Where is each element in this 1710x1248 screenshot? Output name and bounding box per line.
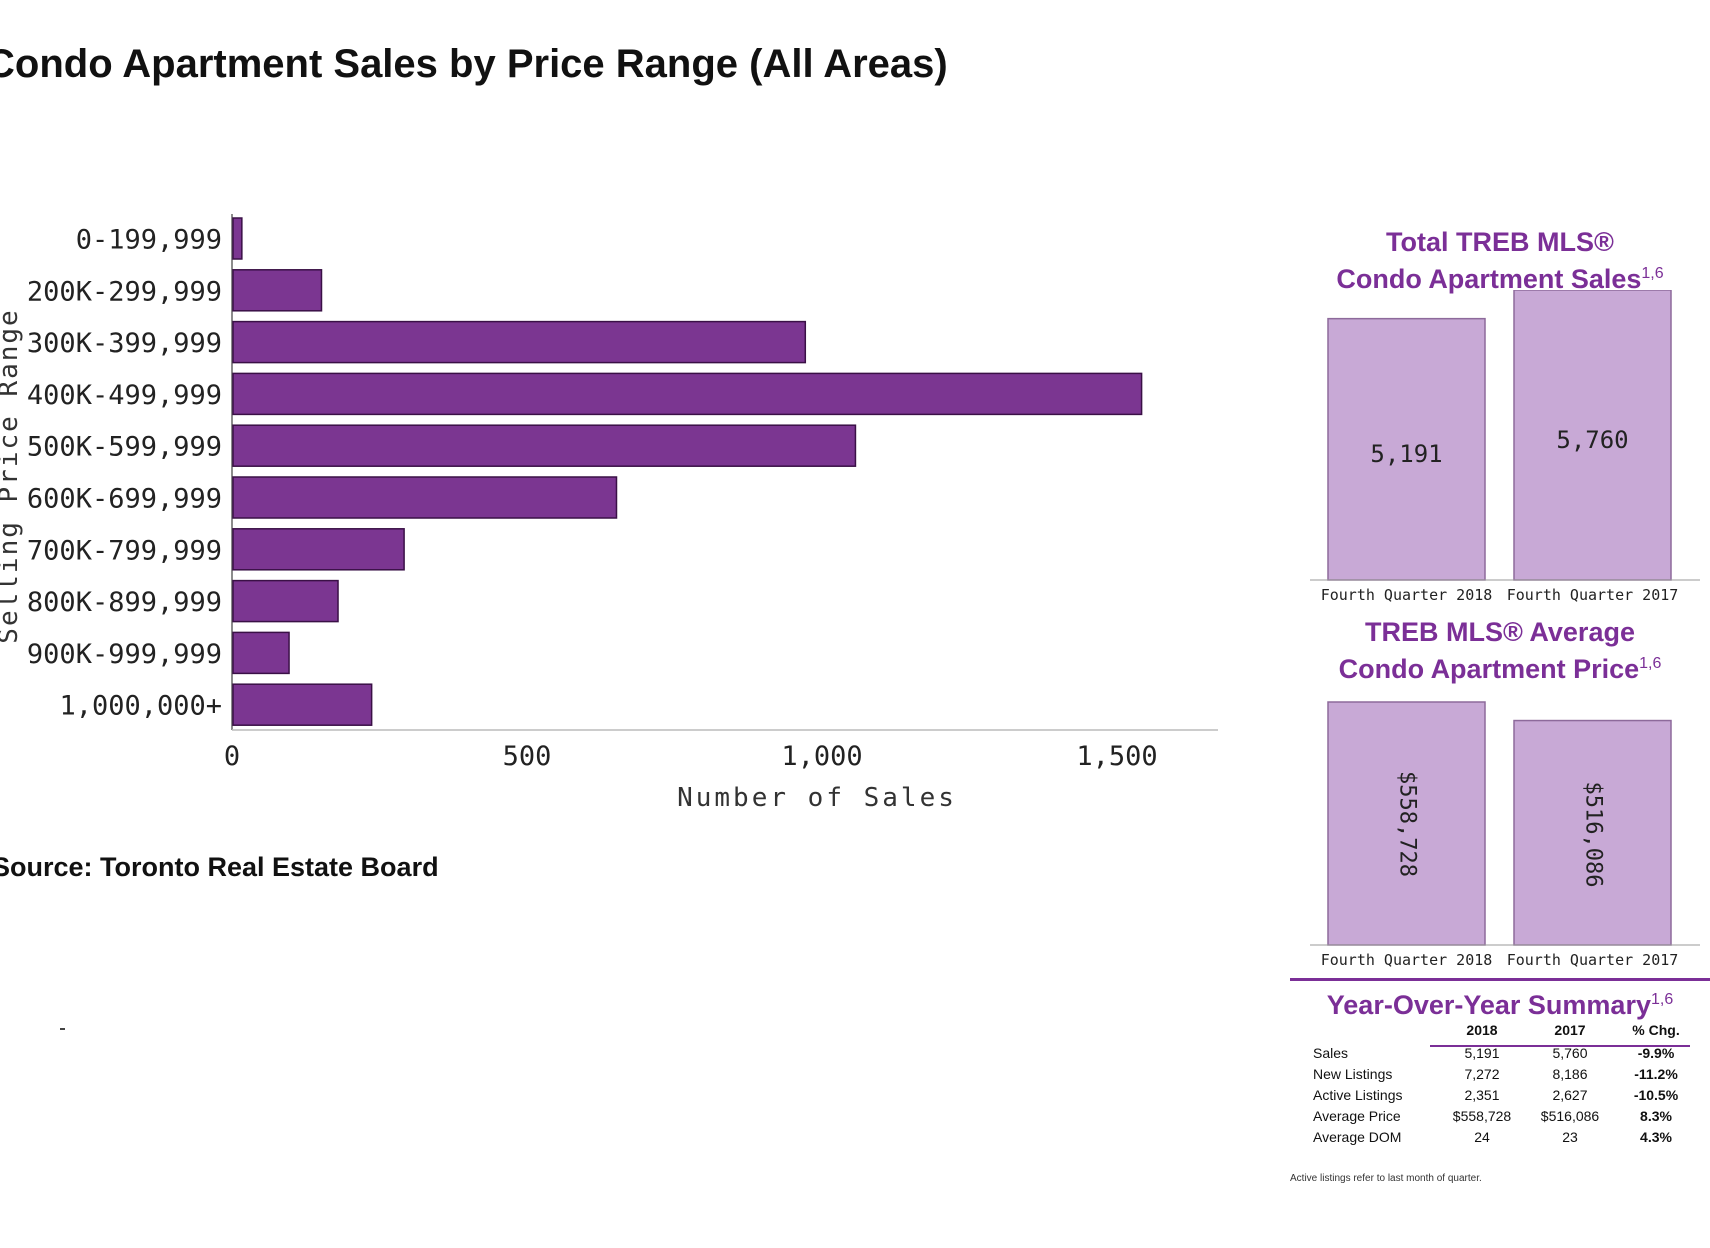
column-Fourth Quarter 2018 [1327,317,1486,581]
y-tick-label: 0-199,999 [76,225,222,256]
row-value-2018: 2,351 [1464,1087,1500,1103]
bar-400K-499,999 [232,372,1143,416]
x-tick-label: 0 [224,741,240,772]
total-sales-superscript: 1,6 [1641,265,1664,282]
table-header-row: 2018 2017 % Chg. [1305,1022,1698,1044]
x-tick-label: 1,000 [781,741,862,772]
value-label: 5,760 [1556,426,1628,454]
row-pct-change: -9.9% [1637,1045,1675,1061]
y-tick-label: 700K-799,999 [27,535,222,566]
average-price-panel-title: TREB MLS® Average Condo Apartment Price1… [1290,616,1710,685]
table-row: Average DOM 24 23 4.3% [1305,1128,1698,1149]
y-tick-label: 300K-399,999 [27,328,222,359]
row-value-2018: 5,191 [1464,1045,1500,1061]
x-axis-label: Number of Sales [677,783,957,813]
table-row: Average Price $558,728 $516,086 8.3% [1305,1107,1698,1128]
total-sales-title-line2: Condo Apartment Sales [1336,264,1642,294]
stray-mark [60,1028,65,1030]
row-pct-change: 4.3% [1640,1129,1672,1145]
row-pct-change: 8.3% [1640,1108,1672,1124]
row-value-2018: $558,728 [1452,1108,1512,1124]
source-note: Source: Toronto Real Estate Board [0,852,439,882]
bar-900K-999,999 [232,631,290,675]
row-metric: Active Listings [1313,1087,1403,1103]
total-sales-title-line1: Total TREB MLS® [1386,227,1614,257]
header-2017: 2017 [1554,1022,1586,1038]
average-price-title-line2: Condo Apartment Price [1338,654,1640,684]
column-Fourth Quarter 2017 [1513,290,1672,581]
value-label: 5,191 [1370,440,1442,468]
row-value-2017: $516,086 [1540,1108,1600,1124]
category-label: Fourth Quarter 2017 [1507,586,1679,604]
y-axis-label: Selling Price Range [0,308,24,643]
table-row: Sales 5,191 5,760 -9.9% [1305,1044,1698,1065]
bar-0-199,999 [232,217,243,260]
bar-1,000,000+ [232,683,373,726]
row-metric: Average DOM [1313,1129,1402,1145]
value-label: $558,728 [1395,771,1420,877]
average-price-title-line1: TREB MLS® Average [1365,617,1635,647]
table-row: Active Listings 2,351 2,627 -10.5% [1305,1086,1698,1107]
row-value-2018: 7,272 [1464,1066,1500,1082]
yoy-title: Year-Over-Year Summary1,6 [1290,984,1710,1021]
bar-800K-899,999 [232,579,339,623]
row-value-2017: 2,627 [1552,1087,1588,1103]
yoy-divider [1290,978,1710,981]
x-tick-label: 1,500 [1076,741,1157,772]
row-pct-change: -11.2% [1634,1066,1678,1082]
y-tick-label: 800K-899,999 [27,587,222,618]
table-row: New Listings 7,272 8,186 -11.2% [1305,1065,1698,1086]
x-tick-label: 500 [503,741,552,772]
y-tick-label: 200K-299,999 [27,276,222,307]
y-tick-label: 900K-999,999 [27,639,222,670]
price-range-bar-chart: 0-199,999 200K-299,999 300K-399,999 400K-49… [0,214,1218,813]
yoy-summary-table: 2018 2017 % Chg. Sales 5,191 5,760 -9.9%… [1305,1022,1698,1149]
category-label: Fourth Quarter 2018 [1321,951,1493,969]
total-sales-bar-chart: 5,191 Fourth Quarter 2018 5,760 Fourth Quar… [1310,290,1700,604]
row-metric: Average Price [1313,1108,1401,1124]
bar-600K-699,999 [232,476,618,519]
header-2018: 2018 [1466,1022,1498,1038]
row-metric: Sales [1313,1045,1349,1061]
category-label: Fourth Quarter 2018 [1321,586,1493,604]
category-label: Fourth Quarter 2017 [1507,951,1679,969]
bar-500K-599,999 [232,424,857,467]
total-sales-panel-title: Total TREB MLS® Condo Apartment Sales1,6 [1290,226,1710,295]
row-pct-change: -10.5% [1633,1087,1679,1103]
row-metric: New Listings [1313,1066,1393,1082]
average-price-superscript: 1,6 [1639,655,1662,672]
y-tick-label: 500K-599,999 [27,432,222,463]
average-price-bar-chart: $558,728 Fourth Quarter 2018 $516,086 Fourt… [1310,701,1700,969]
table-header-rule [1430,1045,1690,1047]
bar-300K-399,999 [232,320,807,364]
header-pct-change: % Chg. [1632,1022,1680,1038]
bar-200K-299,999 [232,269,323,312]
page-title: Condo Apartment Sales by Price Range (Al… [0,42,948,86]
header-metric [1305,1022,1438,1044]
row-value-2018: 24 [1474,1129,1490,1145]
y-tick-label: 600K-699,999 [27,484,222,515]
row-value-2017: 5,760 [1552,1045,1588,1061]
yoy-superscript: 1,6 [1650,991,1674,1008]
y-tick-label: 1,000,000+ [59,691,222,722]
yoy-title-text: Year-Over-Year Summary [1326,990,1651,1020]
value-label: $516,086 [1581,782,1606,888]
row-value-2017: 8,186 [1552,1066,1588,1082]
y-tick-label: 400K-499,999 [27,380,222,411]
bar-700K-799,999 [232,528,405,571]
footnote: Active listings refer to last month of q… [1290,1173,1482,1184]
row-value-2017: 23 [1562,1129,1578,1145]
